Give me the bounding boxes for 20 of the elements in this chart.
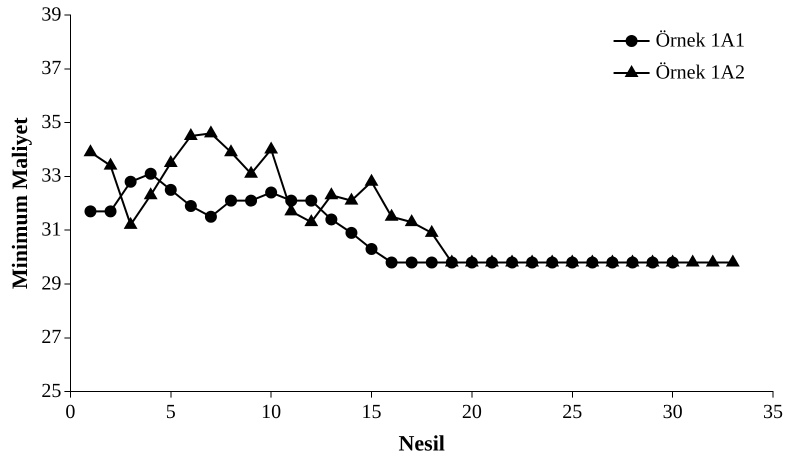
legend-label: Örnek 1A1 — [656, 29, 746, 52]
legend-label: Örnek 1A2 — [656, 61, 746, 84]
y-tick-label: 35 — [41, 110, 62, 133]
y-axis-title: Minimum Maliyet — [6, 116, 32, 290]
x-tick-label: 20 — [462, 400, 482, 423]
y-tick-label: 33 — [41, 164, 62, 187]
x-tick-label: 25 — [562, 400, 582, 423]
y-tick-label: 29 — [41, 272, 62, 294]
x-tick-label: 30 — [662, 400, 683, 423]
x-tick-label: 5 — [166, 400, 176, 423]
y-tick-label: 37 — [41, 57, 62, 80]
x-tick-label: 10 — [261, 400, 282, 423]
y-tick-label: 39 — [41, 3, 62, 26]
y-tick-label: 31 — [41, 218, 62, 240]
x-tick-label: 0 — [65, 400, 76, 423]
x-axis-title: Nesil — [398, 430, 445, 456]
y-tick-label: 25 — [41, 380, 62, 402]
y-tick-label: 27 — [41, 326, 62, 348]
x-tick-label: 15 — [362, 400, 382, 423]
x-tick-label: 35 — [763, 400, 783, 423]
